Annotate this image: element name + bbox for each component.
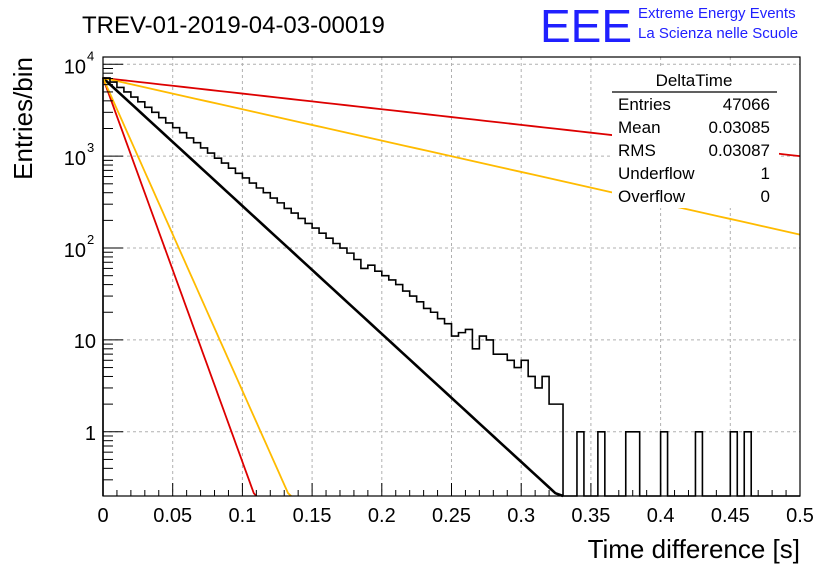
x-tick-label: 0.3 bbox=[507, 505, 535, 527]
y-tick-exponent: 2 bbox=[87, 232, 94, 247]
y-tick-label: 10 bbox=[64, 56, 86, 78]
x-tick-label: 0.05 bbox=[153, 505, 192, 527]
logo-line-1: Extreme Energy Events bbox=[638, 5, 796, 22]
chart-title: TREV-01-2019-04-03-00019 bbox=[82, 12, 385, 39]
y-tick-label: 10 bbox=[64, 148, 86, 170]
tick-labels: 0 0.05 0.1 0.15 0.2 0.25 0.3 0.35 0.4 0.45 0.51101… bbox=[64, 48, 814, 527]
stats-label: Overflow bbox=[618, 187, 686, 206]
x-tick-label: 0.4 bbox=[647, 505, 675, 527]
x-tick-label: 0 bbox=[97, 505, 108, 527]
eee-logo: EEE bbox=[540, 0, 632, 52]
stats-value: 0.03085 bbox=[709, 118, 770, 137]
x-tick-label: 0.1 bbox=[228, 505, 256, 527]
stats-title: DeltaTime bbox=[656, 71, 733, 90]
stats-label: Mean bbox=[618, 118, 661, 137]
x-axis-title: Time difference [s] bbox=[588, 534, 800, 564]
y-tick-label: 1 bbox=[85, 423, 96, 445]
stats-label: RMS bbox=[618, 141, 656, 160]
y-tick-label: 10 bbox=[64, 240, 86, 262]
axis-ticks bbox=[102, 63, 801, 497]
stats-value: 1 bbox=[761, 164, 770, 183]
fit-curve-0 bbox=[102, 76, 564, 498]
stats-box: DeltaTime Entries 47066 Mean 0.03085 RMS 0.03… bbox=[612, 68, 779, 208]
x-tick-label: 0.35 bbox=[571, 505, 610, 527]
stats-value: 0.03087 bbox=[709, 141, 770, 160]
y-axis-title: Entries/bin bbox=[8, 57, 38, 180]
fit-curve-3 bbox=[102, 77, 258, 497]
x-tick-label: 0.15 bbox=[293, 505, 332, 527]
stats-value: 0 bbox=[761, 187, 770, 206]
x-tick-label: 0.25 bbox=[432, 505, 471, 527]
stats-label: Underflow bbox=[618, 164, 695, 183]
stats-label: Entries bbox=[618, 95, 671, 114]
y-tick-exponent: 4 bbox=[87, 48, 94, 63]
y-tick-label: 10 bbox=[74, 331, 96, 353]
x-tick-label: 0.2 bbox=[368, 505, 396, 527]
y-tick-exponent: 3 bbox=[87, 140, 94, 155]
fit-curve-2 bbox=[102, 77, 801, 236]
x-tick-label: 0.45 bbox=[711, 505, 750, 527]
fit-curve-4 bbox=[102, 77, 292, 497]
x-tick-label: 0.5 bbox=[786, 505, 814, 527]
logo-line-2: La Scienza nelle Scuole bbox=[638, 25, 798, 42]
stats-value: 47066 bbox=[723, 95, 770, 114]
fit-curves bbox=[102, 76, 801, 498]
